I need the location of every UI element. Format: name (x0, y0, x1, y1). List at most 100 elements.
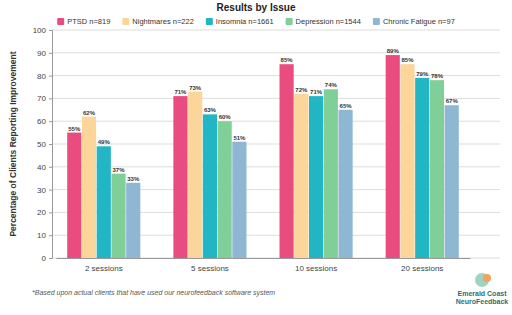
y-tick-mark (49, 53, 52, 54)
y-tick: 30 (37, 186, 52, 195)
bar (309, 96, 323, 258)
y-tick-mark (49, 190, 52, 191)
data-label: 85% (401, 57, 414, 63)
grid-line (52, 30, 500, 31)
y-tick-label: 100 (33, 26, 47, 35)
x-tick-label: 20 sessions (401, 264, 443, 273)
data-label: 51% (233, 135, 246, 141)
y-tick-mark (49, 144, 52, 145)
x-tick: 10 sessions (295, 258, 337, 273)
bar (445, 105, 459, 258)
y-tick: 60 (37, 117, 52, 126)
x-tick: 20 sessions (401, 258, 443, 273)
bar (324, 89, 338, 258)
bar (82, 117, 96, 258)
y-tick: 80 (37, 72, 52, 81)
y-axis-line (49, 31, 53, 259)
legend-swatch (57, 18, 64, 25)
legend-item: PTSD n=819 (57, 17, 110, 26)
bars (67, 55, 459, 258)
data-label: 79% (416, 71, 429, 77)
logo: Emerald CoastNeuroFeedback (456, 273, 509, 305)
data-label: 62% (83, 110, 96, 116)
footnote: *Based upon actual clients that have use… (32, 289, 275, 297)
data-label: 74% (325, 82, 338, 88)
data-label: 37% (113, 167, 126, 173)
bar (294, 94, 308, 258)
legend-swatch (286, 18, 293, 25)
data-label: 67% (446, 98, 459, 104)
bar (280, 64, 294, 258)
data-label: 49% (98, 139, 111, 145)
y-tick: 100 (33, 26, 52, 35)
legend-label: PTSD n=819 (67, 17, 110, 26)
legend-item: Depression n=1544 (286, 17, 361, 26)
legend: PTSD n=819 Nightmares n=222 Insomnia n=166… (57, 17, 455, 26)
x-axis-line (57, 258, 471, 259)
data-label: 65% (340, 103, 353, 109)
logo-text: Emerald Coast (457, 290, 507, 297)
logo-icon (483, 274, 491, 282)
legend-item: Nightmares n=222 (122, 17, 194, 26)
y-tick: 10 (37, 231, 52, 240)
y-tick-label: 10 (37, 231, 46, 240)
y-tick-label: 30 (37, 186, 46, 195)
data-labels: 55%71%85%89%62%73%72%85%49%63%71%79%37%6… (68, 48, 458, 182)
grid-line (52, 52, 500, 53)
bar (430, 80, 444, 258)
y-axis-title: Percentage of Clients Reporting Improvem… (8, 51, 18, 236)
bar (173, 96, 187, 258)
bar (188, 92, 202, 258)
y-tick: 20 (37, 208, 52, 217)
data-label: 85% (281, 57, 294, 63)
logo-text: NeuroFeedback (456, 298, 509, 305)
bar (386, 55, 400, 258)
y-tick-mark (49, 30, 52, 31)
chart: Results by Issue 0 10 20 30 40 50 60 70 80 90 100 Pe… (0, 0, 512, 315)
bar (232, 142, 246, 258)
y-tick: 0 (42, 254, 52, 263)
y-tick-mark (49, 98, 52, 99)
legend-label: Chronic Fatigue n=97 (383, 17, 455, 26)
data-label: 89% (387, 48, 400, 54)
data-label: 71% (310, 89, 323, 95)
bar (338, 110, 352, 258)
y-tick-mark (49, 76, 52, 77)
title: Results by Issue (217, 2, 296, 13)
data-label: 63% (204, 107, 217, 113)
grid (52, 30, 500, 258)
y-tick-label: 70 (37, 94, 46, 103)
x-tick: 2 sessions (85, 258, 123, 273)
y-tick-mark (49, 121, 52, 122)
legend-swatch (206, 18, 213, 25)
y-tick-label: 40 (37, 163, 46, 172)
bar (126, 183, 140, 258)
y-tick: 50 (37, 140, 52, 149)
bar (203, 114, 217, 258)
data-label: 71% (174, 89, 187, 95)
bar (415, 78, 429, 258)
y-tick-label: 0 (42, 254, 47, 263)
bar (400, 64, 414, 258)
y-axis: 0 10 20 30 40 50 60 70 80 90 100 (33, 26, 53, 263)
y-tick: 70 (37, 94, 52, 103)
y-tick: 90 (37, 49, 52, 58)
x-tick-label: 2 sessions (85, 264, 123, 273)
bar (67, 133, 81, 258)
data-label: 55% (68, 126, 81, 132)
legend-label: Depression n=1544 (296, 17, 361, 26)
bar (218, 121, 232, 258)
y-tick-label: 50 (37, 140, 46, 149)
data-label: 60% (219, 114, 232, 120)
legend-swatch (122, 18, 129, 25)
y-tick-label: 80 (37, 72, 46, 81)
legend-item: Insomnia n=1661 (206, 17, 274, 26)
x-tick-label: 5 sessions (191, 264, 229, 273)
bar (111, 174, 125, 258)
y-tick-label: 20 (37, 208, 46, 217)
x-axis: 2 sessions 5 sessions 10 sessions 20 sessio… (57, 258, 471, 273)
y-tick-mark (49, 167, 52, 168)
legend-swatch (373, 18, 380, 25)
y-tick-label: 90 (37, 49, 46, 58)
x-tick-label: 10 sessions (295, 264, 337, 273)
